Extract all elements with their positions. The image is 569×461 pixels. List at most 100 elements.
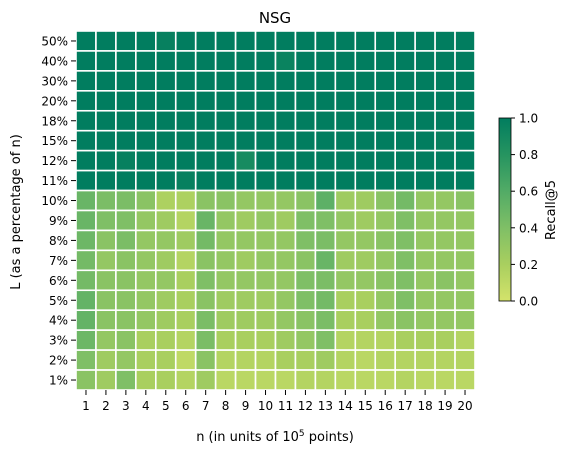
y-tick-label: 8% [49,234,68,248]
heatmap-cell [155,269,177,292]
heatmap-cell [434,249,456,272]
heatmap-cell [194,50,217,72]
heatmap-cell [135,50,157,72]
heatmap-cell [75,229,97,252]
y-tick-label: 12% [41,154,68,168]
heatmap-cell [155,369,177,391]
y-tick-label: 15% [41,134,68,148]
heatmap-cell [334,109,357,132]
y-tick-label: 1% [49,374,68,388]
colorbar-gradient [498,117,512,302]
heatmap-cell [115,269,137,292]
heatmap-cell [75,189,97,212]
heatmap-cell [234,169,257,192]
heatmap-cell [194,189,217,212]
heatmap-cell [254,50,277,72]
heatmap-cell [414,30,436,52]
heatmap-cell [254,349,277,371]
heatmap-cell [115,289,137,312]
heatmap-cell [434,229,456,252]
heatmap-cell [374,289,397,312]
heatmap-cell [135,329,157,351]
heatmap-cell [454,209,476,232]
heatmap-cell [254,70,277,92]
y-tick-label: 7% [49,254,68,268]
heatmap-cell [115,209,137,232]
heatmap-cell [414,249,436,272]
heatmap-cell [75,249,97,272]
heatmap-cell [454,129,476,152]
heatmap-cell [234,90,257,112]
heatmap-cell [334,50,357,72]
heatmap-cell [334,149,357,172]
heatmap-cell [394,90,416,112]
heatmap-cell [394,329,416,351]
heatmap-cell [254,249,277,272]
heatmap-cell [194,349,217,371]
heatmap-cell [414,229,436,252]
heatmap-cell [254,189,277,212]
heatmap-cell [274,289,297,312]
heatmap-cell [75,369,97,391]
heatmap-cell [394,109,416,132]
heatmap-cell [155,129,177,152]
heatmap-cell [394,129,416,152]
heatmap-cell [454,329,476,351]
heatmap-cell [234,289,257,312]
x-tick-label: 14 [338,399,353,413]
heatmap-cell [214,169,237,192]
heatmap-cell [334,249,357,272]
y-tick-label: 9% [49,214,68,228]
heatmap-cell [214,349,237,371]
heatmap-cell [314,229,337,252]
heatmap-cell [274,369,297,391]
heatmap-cell [374,149,397,172]
heatmap-cell [354,269,377,292]
heatmap-cell [234,109,257,132]
heatmap-cell [414,129,436,152]
heatmap-cell [234,369,257,391]
heatmap-cell [354,169,377,192]
heatmap-cell [434,289,456,312]
heatmap-cell [414,349,436,371]
heatmap-cell [155,50,177,72]
heatmap-cell [334,309,357,331]
x-tick-label: 9 [242,399,250,413]
heatmap-cell [115,70,137,92]
heatmap-cell [374,329,397,351]
heatmap-cell [194,309,217,331]
heatmap-cell [254,269,277,292]
heatmap-cell [234,229,257,252]
heatmap-cell [135,209,157,232]
heatmap-cell [294,189,317,212]
heatmap-cell [155,70,177,92]
heatmap-cell [354,209,377,232]
heatmap-cell [214,209,237,232]
heatmap-cell [314,289,337,312]
heatmap-cell [214,50,237,72]
heatmap-cell [414,149,436,172]
heatmap-cell [115,329,137,351]
colorbar: 0.0 0.2 0.4 0.6 0.8 1.0 [498,112,538,309]
heatmap-cell [174,249,197,272]
x-tick-label: 20 [457,399,472,413]
heatmap-cell [414,189,436,212]
heatmap-cell [214,369,237,391]
heatmap-cell [254,209,277,232]
heatmap-cell [194,129,217,152]
heatmap-cell [334,90,357,112]
heatmap-cell [294,229,317,252]
heatmap-cell [155,109,177,132]
heatmap-cell [314,329,337,351]
heatmap-cell [214,129,237,152]
heatmap-cell [95,30,117,52]
heatmap-cell [374,189,397,212]
heatmap-cell [95,90,117,112]
heatmap-cell [95,129,117,152]
heatmap-cell [75,209,97,232]
heatmap-cell [155,90,177,112]
heatmap-cell [294,70,317,92]
heatmap-cell [354,329,377,351]
y-tick-label: 18% [41,114,68,128]
x-tick-label: 4 [142,399,150,413]
